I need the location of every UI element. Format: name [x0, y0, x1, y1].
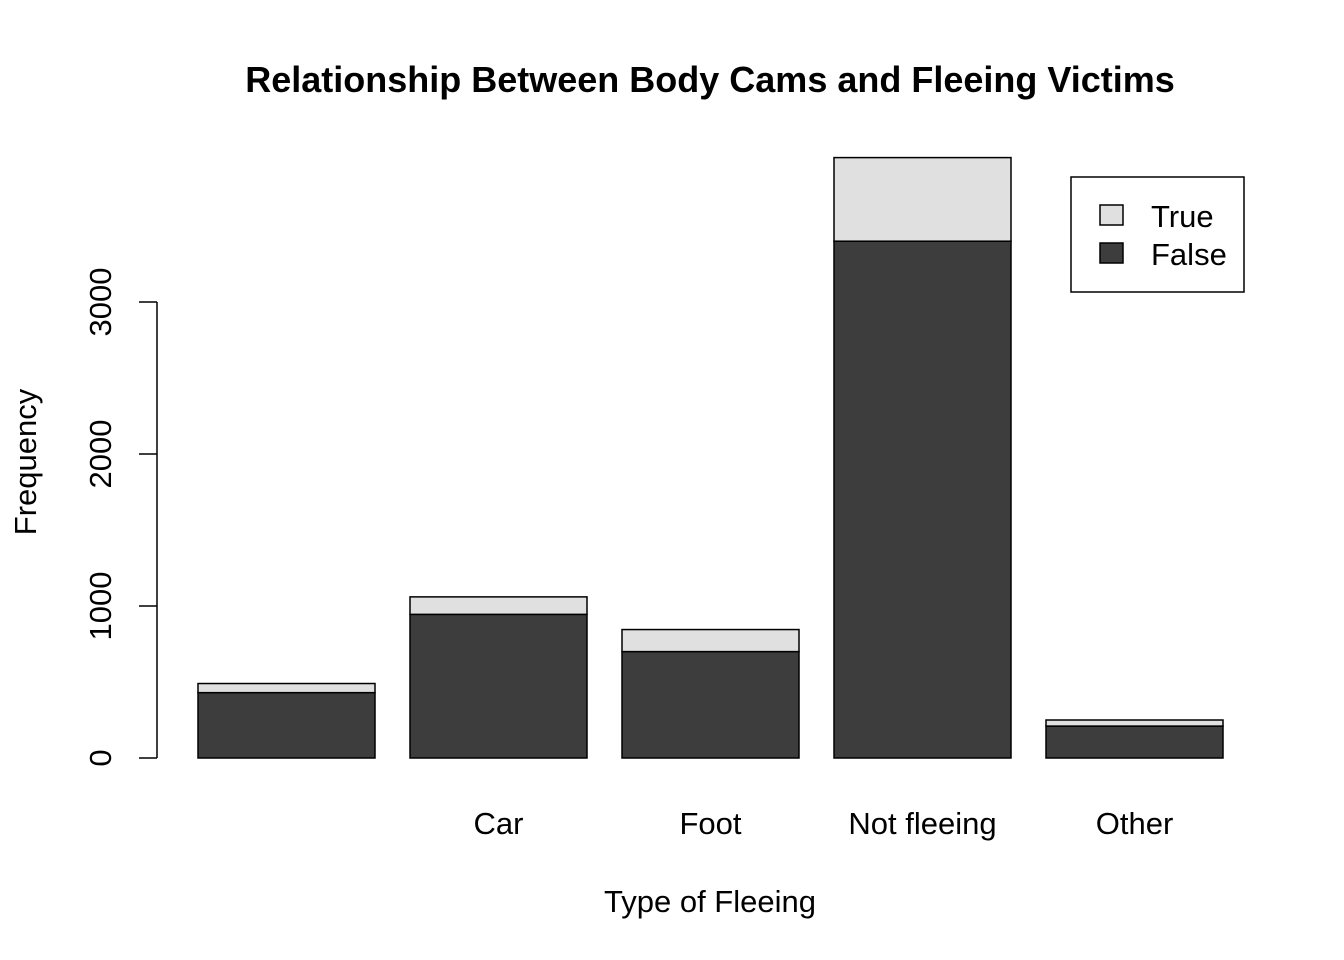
bars-group [197, 156, 1224, 759]
x-tick-label: Other [1096, 806, 1174, 841]
legend-label-true: True [1151, 199, 1214, 234]
bar-car-false [409, 613, 588, 759]
bar-other-true [1045, 719, 1224, 727]
bar-foot-false [621, 650, 800, 759]
bar-not-fleeing-false [833, 240, 1012, 759]
bar-not-fleeing-true [833, 156, 1012, 242]
bar-blank-true [197, 682, 376, 694]
x-tick-label: Car [474, 806, 524, 841]
chart-title: Relationship Between Body Cams and Fleei… [245, 59, 1175, 100]
legend: True False [1070, 176, 1245, 293]
y-tick-label: 3000 [83, 268, 118, 337]
x-axis-label: Type of Fleeing [604, 884, 816, 919]
y-tick-label: 1000 [83, 572, 118, 641]
y-axis-label: Frequency [8, 388, 43, 535]
x-tick-label: Not fleeing [848, 806, 996, 841]
legend-label-false: False [1151, 237, 1227, 272]
x-ticks-group: Car Foot Not fleeing Other [474, 806, 1174, 841]
legend-swatch-false [1099, 242, 1124, 264]
x-tick-label: Foot [679, 806, 741, 841]
bar-foot-true [621, 628, 800, 653]
y-tick-label: 0 [83, 749, 118, 766]
legend-swatch-true [1099, 204, 1124, 226]
bar-blank-false [197, 691, 376, 759]
bar-other-false [1045, 725, 1224, 759]
bar-car-true [409, 596, 588, 616]
legend-box [1070, 176, 1245, 293]
y-tick-label: 2000 [83, 420, 118, 489]
y-ticks-group: 0 1000 2000 3000 [83, 268, 157, 767]
